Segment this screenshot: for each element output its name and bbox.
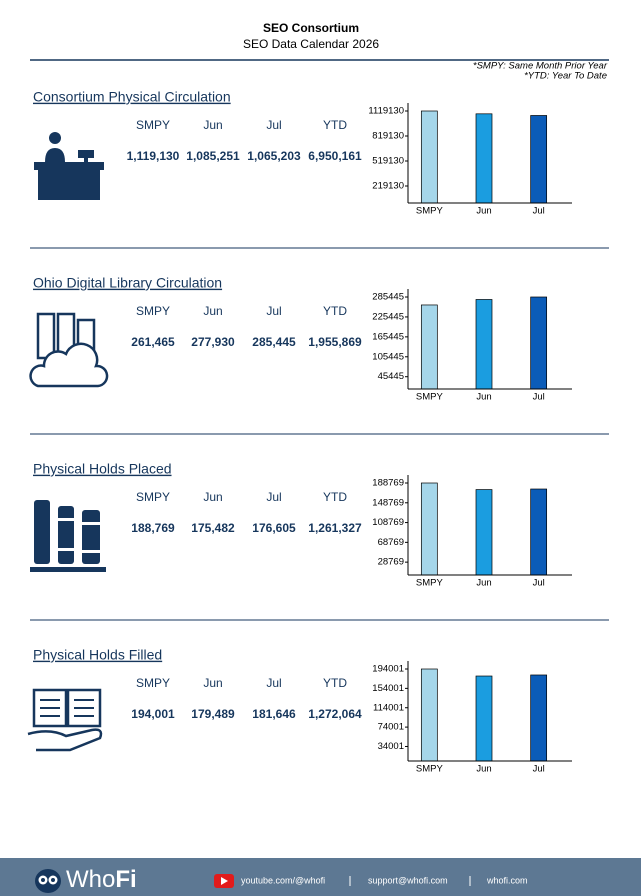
cell-value: 1,119,130 xyxy=(127,149,180,163)
x-tick-label: Jun xyxy=(476,206,491,217)
column-header: Jun xyxy=(203,304,222,318)
y-tick-label: 74001 xyxy=(378,722,404,733)
cell-value: 176,605 xyxy=(252,521,296,535)
bar xyxy=(420,110,438,204)
icon-desk xyxy=(34,132,104,200)
x-tick-label: SMPY xyxy=(416,764,444,775)
column-header: YTD xyxy=(323,304,347,318)
cell-value: 181,646 xyxy=(252,707,296,721)
y-tick-label: 225445 xyxy=(372,311,404,322)
x-tick-label: Jun xyxy=(476,578,491,589)
x-tick-label: SMPY xyxy=(416,392,444,403)
cell-value: 175,482 xyxy=(191,521,235,535)
column-header: Jul xyxy=(266,676,281,690)
bar xyxy=(475,675,493,762)
note: *SMPY: Same Month Prior Year xyxy=(473,61,608,72)
section-title: Physical Holds Placed xyxy=(33,461,172,477)
column-header: Jul xyxy=(266,118,281,132)
bar xyxy=(530,674,548,762)
y-tick-label: 1119130 xyxy=(368,106,404,117)
cell-value: 179,489 xyxy=(191,707,235,721)
cell-value: 277,930 xyxy=(191,335,235,349)
column-header: SMPY xyxy=(136,118,170,132)
cell-value: 1,085,251 xyxy=(186,149,240,163)
y-tick-label: 45445 xyxy=(378,371,404,382)
column-header: SMPY xyxy=(136,304,170,318)
y-tick-label: 194001 xyxy=(372,664,404,675)
bar xyxy=(475,113,493,204)
column-header: SMPY xyxy=(136,490,170,504)
section-title: Consortium Physical Circulation xyxy=(33,89,231,105)
cell-value: 1,065,203 xyxy=(247,149,301,163)
footer-link[interactable]: youtube.com/@whofi xyxy=(241,875,325,885)
bar xyxy=(530,115,548,204)
x-tick-label: SMPY xyxy=(416,206,444,217)
doc-title: SEO Consortium xyxy=(263,21,359,35)
cell-value: 6,950,161 xyxy=(308,149,362,163)
y-tick-label: 34001 xyxy=(378,741,404,752)
bar xyxy=(420,304,438,390)
footer-link[interactable]: support@whofi.com xyxy=(368,875,448,885)
section-title: Ohio Digital Library Circulation xyxy=(33,275,222,291)
y-tick-label: 285445 xyxy=(372,292,404,303)
y-tick-label: 519130 xyxy=(372,156,404,167)
column-header: Jul xyxy=(266,490,281,504)
brand-light: Who xyxy=(66,866,115,893)
x-tick-label: Jun xyxy=(476,392,491,403)
x-tick-label: SMPY xyxy=(416,578,444,589)
y-tick-label: 148769 xyxy=(372,497,404,508)
y-tick-label: 68769 xyxy=(378,537,404,548)
icon-digital-books xyxy=(29,312,109,388)
icon-open-book xyxy=(27,688,103,752)
x-tick-label: Jun xyxy=(476,764,491,775)
x-tick-label: Jul xyxy=(533,206,545,217)
y-tick-label: 28769 xyxy=(378,557,404,568)
y-tick-label: 188769 xyxy=(372,478,404,489)
column-header: Jun xyxy=(203,676,222,690)
y-tick-label: 108769 xyxy=(372,517,404,528)
bar xyxy=(420,482,438,576)
brand: WhoFi xyxy=(66,866,137,893)
bar xyxy=(530,296,548,390)
bar xyxy=(475,489,493,576)
column-header: YTD xyxy=(323,676,347,690)
section-title: Physical Holds Filled xyxy=(33,647,162,663)
footer-link[interactable]: whofi.com xyxy=(486,875,528,885)
column-header: Jul xyxy=(266,304,281,318)
cell-value: 285,445 xyxy=(252,335,296,349)
y-tick-label: 219130 xyxy=(372,181,404,192)
y-tick-label: 114001 xyxy=(373,702,404,713)
column-header: SMPY xyxy=(136,676,170,690)
y-tick-label: 819130 xyxy=(372,131,404,142)
icon-books xyxy=(30,500,106,572)
column-header: Jun xyxy=(203,118,222,132)
doc-subtitle: SEO Data Calendar 2026 xyxy=(243,37,379,51)
brand-bold: Fi xyxy=(115,866,136,893)
y-tick-label: 165445 xyxy=(372,331,404,342)
x-tick-label: Jul xyxy=(533,392,545,403)
x-tick-label: Jul xyxy=(533,578,545,589)
y-tick-label: 105445 xyxy=(372,351,404,362)
y-tick-label: 154001 xyxy=(372,683,404,694)
bar xyxy=(420,668,438,762)
cell-value: 194,001 xyxy=(131,707,175,721)
cell-value: 1,955,869 xyxy=(308,335,362,349)
cell-value: 188,769 xyxy=(131,521,175,535)
column-header: YTD xyxy=(323,118,347,132)
x-tick-label: Jul xyxy=(533,764,545,775)
cell-value: 1,272,064 xyxy=(308,707,362,721)
cell-value: 1,261,327 xyxy=(308,521,362,535)
footer-bar xyxy=(0,858,641,896)
column-header: Jun xyxy=(203,490,222,504)
owl-logo xyxy=(35,869,61,893)
bar xyxy=(530,488,548,576)
youtube-play xyxy=(221,877,228,885)
column-header: YTD xyxy=(323,490,347,504)
bar xyxy=(475,299,493,390)
note: *YTD: Year To Date xyxy=(524,71,607,82)
cell-value: 261,465 xyxy=(131,335,175,349)
